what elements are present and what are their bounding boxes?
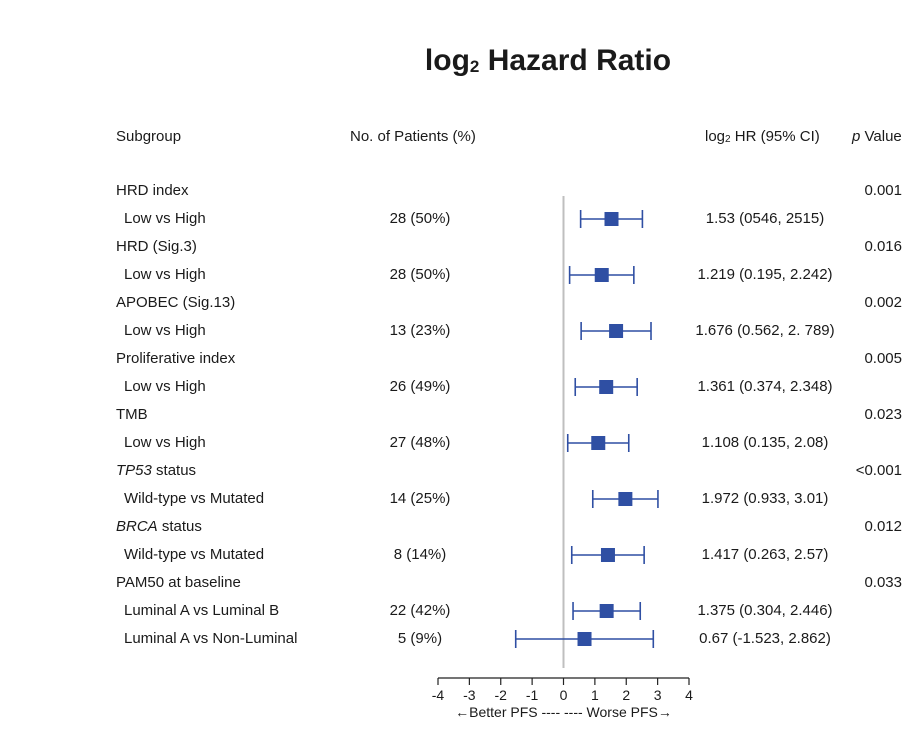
hr-marker xyxy=(604,212,619,226)
chart-title-rest: Hazard Ratio xyxy=(479,44,672,77)
x-tick-label: 2 xyxy=(622,687,630,703)
row-hr-ci: 1.417 (0.263, 2.57) xyxy=(701,546,829,563)
row-hr-ci: 0.67 (-1.523, 2.862) xyxy=(699,630,831,647)
group-label-text: status xyxy=(151,462,197,479)
hr-marker xyxy=(599,604,614,618)
row-label: Wild-type vs Mutated xyxy=(124,546,265,563)
row-hr-ci: 1.676 (0.562, 2. 789) xyxy=(695,322,835,339)
group-label-text: status xyxy=(157,518,202,535)
p-value: 0.001 xyxy=(864,182,902,199)
group-label-text: TMB xyxy=(116,406,148,423)
header-hr-rest: HR (95% CI) xyxy=(730,128,820,145)
header-patients: No. of Patients (%) xyxy=(350,128,476,145)
header-subgroup: Subgroup xyxy=(116,128,182,145)
group-label: TP53 status xyxy=(116,462,196,480)
header-p-italic: p xyxy=(852,128,861,145)
x-tick-label: -1 xyxy=(526,687,539,703)
hr-marker xyxy=(618,492,633,506)
row-label: Luminal A vs Non-Luminal xyxy=(124,630,298,647)
hr-marker xyxy=(600,548,615,562)
header-p-value: p Value xyxy=(852,128,902,145)
group-label: HRD (Sig.3) xyxy=(116,238,197,256)
x-tick-label: -4 xyxy=(432,687,445,703)
row-patients: 14 (25%) xyxy=(389,490,451,507)
group-label-italic: TP53 xyxy=(116,462,152,479)
group-label-italic: BRCA xyxy=(116,518,158,535)
group-label: TMB xyxy=(116,406,148,424)
row-label: Low vs High xyxy=(124,210,206,227)
row-patients: 5 (9%) xyxy=(397,630,443,647)
row-label: Luminal A vs Luminal B xyxy=(124,602,280,619)
group-label-text: HRD (Sig.3) xyxy=(116,238,197,255)
group-label: HRD index xyxy=(116,182,189,200)
x-tick-label: 1 xyxy=(591,687,599,703)
header-p-rest: Value xyxy=(860,128,902,145)
row-patients: 13 (23%) xyxy=(389,322,451,339)
p-value: 0.033 xyxy=(864,574,902,591)
group-label: BRCA status xyxy=(116,518,202,536)
header-hr-sub: 2 xyxy=(725,134,731,145)
group-label: APOBEC (Sig.13) xyxy=(116,294,235,312)
row-hr-ci: 1.53 (0546, 2515) xyxy=(705,210,825,227)
row-hr-ci: 1.361 (0.374, 2.348) xyxy=(697,378,833,395)
hr-marker xyxy=(594,268,609,282)
p-value: <0.001 xyxy=(855,462,902,479)
p-value: 0.016 xyxy=(864,238,902,255)
x-tick-label: 0 xyxy=(560,687,568,703)
group-label-text: HRD index xyxy=(116,182,189,199)
p-value: 0.012 xyxy=(864,518,902,535)
x-tick-label: -3 xyxy=(463,687,476,703)
chart-title-main: log xyxy=(424,44,470,77)
row-hr-ci: 1.375 (0.304, 2.446) xyxy=(697,602,833,619)
hr-marker xyxy=(609,324,624,338)
group-label: PAM50 at baseline xyxy=(116,574,241,592)
group-label-text: APOBEC (Sig.13) xyxy=(116,294,236,311)
x-tick-label: 3 xyxy=(654,687,662,703)
hr-marker xyxy=(591,436,606,450)
row-hr-ci: 1.108 (0.135, 2.08) xyxy=(701,434,829,451)
row-label: Low vs High xyxy=(124,322,206,339)
row-hr-ci: 1.972 (0.933, 3.01) xyxy=(701,490,829,507)
row-hr-ci: 1.219 (0.195, 2.242) xyxy=(697,266,833,283)
row-label: Low vs High xyxy=(124,434,206,451)
header-hr: log2 HR (95% CI) xyxy=(705,128,820,145)
row-patients: 28 (50%) xyxy=(389,210,451,227)
p-value: 0.002 xyxy=(864,294,902,311)
group-label-text: PAM50 at baseline xyxy=(116,574,241,591)
row-patients: 26 (49%) xyxy=(389,378,451,395)
row-label: Low vs High xyxy=(124,266,206,283)
p-value: 0.023 xyxy=(864,406,902,423)
p-value: 0.005 xyxy=(864,350,902,367)
hr-marker xyxy=(577,632,592,646)
group-label: Proliferative index xyxy=(116,350,235,368)
header-hr-main: log xyxy=(705,128,726,145)
chart-title-sub: 2 xyxy=(469,57,480,76)
row-patients: 28 (50%) xyxy=(389,266,451,283)
row-patients: 22 (42%) xyxy=(389,602,451,619)
hr-marker xyxy=(599,380,614,394)
chart-title: log2 Hazard Ratio xyxy=(0,44,910,78)
x-axis-label: ←Better PFS ---- ---- Worse PFS→ xyxy=(455,704,672,720)
x-tick-label: 4 xyxy=(685,687,693,703)
x-tick-label: -2 xyxy=(495,687,508,703)
row-patients: 27 (48%) xyxy=(389,434,451,451)
row-patients: 8 (14%) xyxy=(393,546,447,563)
group-label-text: Proliferative index xyxy=(116,350,236,367)
row-label: Low vs High xyxy=(124,378,206,395)
row-label: Wild-type vs Mutated xyxy=(124,490,265,507)
